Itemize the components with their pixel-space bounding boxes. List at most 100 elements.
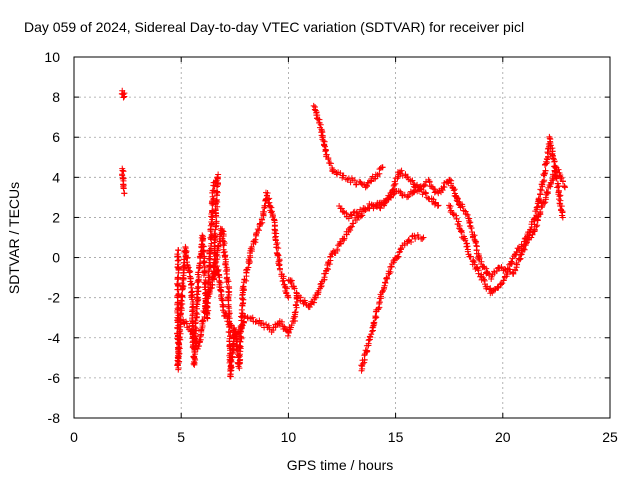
data-point [312,294,319,301]
data-point [120,185,127,192]
data-point [557,192,564,199]
data-point [537,208,544,215]
data-point [421,181,428,188]
data-point [315,289,322,296]
data-point [186,323,193,330]
data-point [484,283,491,290]
data-point [212,237,219,244]
data-point [373,203,380,210]
y-tick-label: 8 [52,89,60,105]
data-point [364,204,371,211]
data-point [454,195,461,202]
data-point [541,200,548,207]
data-point [337,240,344,247]
data-point [464,246,471,253]
data-point [498,280,505,287]
data-point [283,289,290,296]
data-point [349,220,356,227]
data-point [397,246,404,253]
data-point [228,350,235,357]
data-point [185,264,192,271]
data-point [279,278,286,285]
data-point [468,225,475,232]
data-point [202,302,209,309]
data-point [191,360,198,367]
data-point [245,264,252,271]
data-point [359,363,366,370]
data-point [450,187,457,194]
data-point [319,134,326,141]
data-point [535,195,542,202]
data-point [292,301,299,308]
data-point [499,280,506,287]
data-point [256,317,263,324]
data-point [236,351,243,358]
data-point [368,331,375,338]
data-point [177,317,184,324]
data-point [533,204,540,211]
data-point [524,236,531,243]
y-tick-label: 0 [52,250,60,266]
data-point [220,232,227,239]
data-point [214,174,221,181]
data-point [174,264,181,271]
data-point [529,231,536,238]
data-point [255,227,262,234]
data-point [203,295,210,302]
x-tick-label: 5 [177,429,185,445]
data-point [121,190,128,197]
data-point [321,142,328,149]
data-point [419,235,426,242]
data-point [462,237,469,244]
data-point [358,180,365,187]
data-point [192,356,199,363]
data-point [478,258,485,265]
data-point [228,323,235,330]
data-point [259,216,266,223]
data-point [523,239,530,246]
data-point [322,148,329,155]
data-point [202,298,209,305]
data-point [265,322,272,329]
y-tick-label: -8 [48,410,61,426]
chart-title: Day 059 of 2024, Sidereal Day-to-day VTE… [24,19,524,35]
data-point [194,311,201,318]
data-point [194,291,201,298]
data-point [252,318,259,325]
data-point [498,263,505,270]
data-point [512,267,519,274]
data-point [381,285,388,292]
data-point [325,156,332,163]
data-point [251,237,258,244]
y-tick-label: 6 [52,129,60,145]
data-point [390,257,397,264]
data-point [500,277,507,284]
data-point [120,168,127,175]
data-point [174,362,181,369]
data-point [358,208,365,215]
data-point [291,309,298,316]
data-point [278,318,285,325]
plot-frame [73,56,611,419]
x-axis-title: GPS time / hours [287,457,394,473]
data-point [308,298,315,305]
data-point [327,160,334,167]
data-point [236,352,243,359]
data-point [215,242,222,249]
data-point [272,236,279,243]
y-tick-label: 2 [52,209,60,225]
data-point [176,350,183,357]
data-point [192,317,199,324]
data-point [355,214,362,221]
data-point [276,265,283,272]
data-point [454,195,461,202]
data-point [558,203,565,210]
data-point [388,263,395,270]
data-point [448,207,455,214]
data-point [283,285,290,292]
data-point [195,284,202,291]
data-point [517,251,524,258]
x-tick-label: 15 [388,429,404,445]
data-point [200,317,207,324]
